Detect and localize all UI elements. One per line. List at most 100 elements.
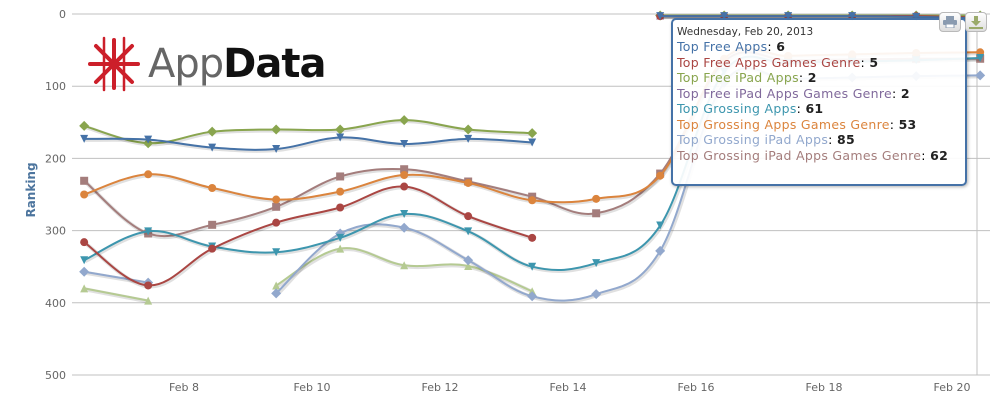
- data-point-triangle-down[interactable]: [912, 12, 921, 21]
- data-point-triangle-down[interactable]: [336, 233, 345, 242]
- data-point-square[interactable]: [80, 176, 89, 185]
- data-point-circle[interactable]: [400, 182, 409, 191]
- data-point-diamond[interactable]: [399, 222, 410, 233]
- data-point-diamond[interactable]: [271, 124, 282, 135]
- data-point-triangle-down[interactable]: [144, 227, 153, 236]
- data-point-triangle-down[interactable]: [144, 135, 153, 144]
- data-point-triangle-down[interactable]: [848, 12, 857, 21]
- data-point-triangle-down[interactable]: [272, 248, 281, 257]
- y-tick-label: 200: [45, 152, 66, 165]
- data-point-diamond[interactable]: [975, 70, 986, 81]
- x-tick-label: Feb 16: [678, 381, 715, 394]
- tooltip-row: Top Free Apps Games Genre: 5: [677, 55, 965, 71]
- data-point-triangle[interactable]: [336, 244, 345, 253]
- data-point-triangle-down[interactable]: [400, 139, 409, 148]
- x-tick-label: Feb 20: [934, 381, 971, 394]
- download-icon: [969, 15, 983, 29]
- data-point-square[interactable]: [592, 209, 601, 218]
- data-point-triangle[interactable]: [464, 261, 473, 270]
- tooltip-row: Top Free iPad Apps: 2: [677, 70, 965, 86]
- data-point-circle[interactable]: [528, 196, 537, 205]
- tooltip-series-name: Top Grossing Apps: [677, 101, 797, 116]
- data-point-triangle[interactable]: [272, 281, 281, 290]
- data-point-triangle-down[interactable]: [976, 54, 985, 63]
- data-point-circle[interactable]: [656, 171, 665, 180]
- data-point-circle[interactable]: [464, 212, 473, 221]
- data-point-triangle[interactable]: [400, 261, 409, 270]
- y-tick-label: 400: [45, 297, 66, 310]
- x-tick-label: Feb 12: [422, 381, 459, 394]
- data-point-circle[interactable]: [144, 170, 153, 179]
- data-point-triangle-down[interactable]: [720, 12, 729, 21]
- tooltip-date: Wednesday, Feb 20, 2013: [677, 26, 814, 38]
- data-point-diamond[interactable]: [463, 124, 474, 135]
- data-point-diamond[interactable]: [207, 126, 218, 137]
- data-point-triangle-down[interactable]: [336, 133, 345, 142]
- appdata-logo: AppData: [86, 36, 326, 92]
- data-point-diamond[interactable]: [591, 289, 602, 300]
- data-point-circle[interactable]: [336, 187, 345, 196]
- data-point-triangle-down[interactable]: [656, 221, 665, 230]
- tooltip-separator: :: [796, 101, 806, 116]
- data-point-square[interactable]: [400, 165, 409, 174]
- data-point-circle[interactable]: [528, 233, 537, 242]
- data-point-triangle-down[interactable]: [464, 134, 473, 143]
- data-point-diamond[interactable]: [527, 128, 538, 139]
- data-point-triangle[interactable]: [528, 287, 537, 296]
- data-point-triangle-down[interactable]: [784, 12, 793, 21]
- data-point-diamond[interactable]: [527, 291, 538, 302]
- data-point-circle[interactable]: [400, 171, 409, 180]
- data-point-circle[interactable]: [272, 218, 281, 227]
- data-point-triangle-down[interactable]: [80, 256, 89, 265]
- data-point-triangle-down[interactable]: [400, 209, 409, 218]
- data-point-diamond[interactable]: [79, 266, 90, 277]
- tooltip-series-name: Top Free iPad Apps Games Genre: [677, 85, 893, 101]
- data-point-diamond[interactable]: [335, 124, 346, 135]
- data-point-triangle[interactable]: [144, 296, 153, 305]
- tooltip-series-name: Top Grossing Apps Games Genre: [677, 116, 890, 132]
- data-point-circle[interactable]: [80, 190, 89, 199]
- download-button[interactable]: [965, 12, 987, 32]
- data-point-triangle-down[interactable]: [528, 262, 537, 271]
- data-point-triangle-down[interactable]: [528, 138, 537, 147]
- data-point-square[interactable]: [272, 202, 281, 211]
- data-point-diamond[interactable]: [399, 115, 410, 126]
- y-axis-tick-labels: 0 100 200 300 400 500: [45, 8, 66, 382]
- data-point-triangle-down[interactable]: [272, 145, 281, 154]
- data-point-square[interactable]: [208, 220, 217, 229]
- tooltip-series-name: Top Free iPad Apps: [677, 70, 799, 85]
- data-point-circle[interactable]: [208, 244, 217, 253]
- chart-tooltip: Wednesday, Feb 20, 2013 Top Free Apps: 6…: [671, 18, 967, 186]
- data-point-diamond[interactable]: [271, 288, 282, 299]
- tooltip-value: 2: [900, 85, 910, 101]
- data-point-triangle[interactable]: [80, 284, 89, 293]
- y-tick-label: 300: [45, 225, 66, 238]
- data-point-triangle-down[interactable]: [464, 227, 473, 236]
- data-point-triangle-down[interactable]: [208, 143, 217, 152]
- tooltip-separator: :: [767, 39, 777, 54]
- tooltip-separator: :: [860, 54, 870, 70]
- tooltip-row: Top Grossing Apps: 61: [677, 101, 965, 117]
- data-point-circle[interactable]: [144, 281, 153, 290]
- y-tick-label: 0: [59, 8, 66, 21]
- data-point-circle[interactable]: [208, 184, 217, 193]
- data-point-square[interactable]: [336, 172, 345, 181]
- series-unnamed: [80, 244, 537, 305]
- data-point-diamond[interactable]: [655, 245, 666, 256]
- data-point-circle[interactable]: [464, 178, 473, 187]
- data-point-triangle-down[interactable]: [592, 259, 601, 268]
- data-point-circle[interactable]: [80, 238, 89, 247]
- series-line: [83, 287, 149, 302]
- data-point-triangle-down[interactable]: [656, 12, 665, 21]
- tooltip-value: 2: [807, 70, 817, 85]
- y-tick-label: 500: [45, 369, 66, 382]
- data-point-diamond[interactable]: [79, 120, 90, 131]
- print-button[interactable]: [939, 12, 961, 32]
- data-point-diamond[interactable]: [463, 255, 474, 266]
- tooltip-value: 61: [805, 101, 824, 116]
- data-point-circle[interactable]: [592, 194, 601, 203]
- tooltip-value: 53: [898, 116, 917, 132]
- data-point-triangle-down[interactable]: [80, 134, 89, 143]
- data-point-circle[interactable]: [336, 203, 345, 212]
- data-point-circle[interactable]: [272, 195, 281, 204]
